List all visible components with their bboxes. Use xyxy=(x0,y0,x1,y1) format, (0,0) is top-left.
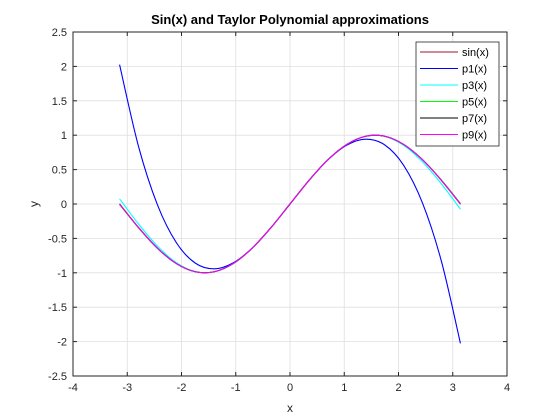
series-line-p9-x xyxy=(119,134,461,274)
legend-entries: sin(x) p1(x) p3(x) p5(x) p7(x) p9(x) xyxy=(420,47,489,142)
y-tick-label: 0.5 xyxy=(52,165,67,177)
legend-label-p5-x: p5(x) xyxy=(462,97,487,109)
y-axis-label: y xyxy=(27,201,41,207)
y-tick-label: -0.5 xyxy=(48,233,67,245)
x-tick-label: -1 xyxy=(231,382,241,394)
x-axis-label: x xyxy=(287,401,293,415)
legend-box xyxy=(415,41,500,147)
y-tick-label: 2.5 xyxy=(52,27,67,39)
axis-ticks xyxy=(72,31,508,377)
y-tick-label: 1 xyxy=(61,130,67,142)
x-tick-label: 3 xyxy=(450,382,456,394)
x-tick-label: -2 xyxy=(177,382,187,394)
y-tick-labels: -2.5 -2 -1.5 -1 -0.5 0 0.5 1 1.5 2 2.5 xyxy=(48,27,67,383)
y-tick-label: -2 xyxy=(57,337,67,349)
y-tick-label: 1.5 xyxy=(52,96,67,108)
chart-title: Sin(x) and Taylor Polynomial approximati… xyxy=(151,12,429,27)
x-tick-label: -3 xyxy=(122,382,132,394)
legend-label-p7-x: p7(x) xyxy=(462,113,487,125)
y-tick-label: 0 xyxy=(61,199,67,211)
y-tick-label: -1.5 xyxy=(48,302,67,314)
legend-label-p3-x: p3(x) xyxy=(462,80,487,92)
series-lines xyxy=(119,64,461,344)
x-tick-labels: -4 -3 -2 -1 0 1 2 3 4 xyxy=(68,382,510,394)
x-tick-label: 0 xyxy=(287,382,293,394)
legend-label-p1-x: p1(x) xyxy=(462,64,487,76)
legend: sin(x) p1(x) p3(x) p5(x) p7(x) p9(x) xyxy=(415,41,500,147)
x-tick-label: 4 xyxy=(504,382,510,394)
x-tick-label: -4 xyxy=(68,382,78,394)
y-tick-label: -1 xyxy=(57,268,67,280)
y-tick-label: 2 xyxy=(61,61,67,73)
y-tick-label: -2.5 xyxy=(48,371,67,383)
x-tick-label: 1 xyxy=(341,382,347,394)
legend-label-p9-x: p9(x) xyxy=(462,130,487,142)
x-tick-label: 2 xyxy=(395,382,401,394)
legend-label-sin-x: sin(x) xyxy=(462,47,489,59)
